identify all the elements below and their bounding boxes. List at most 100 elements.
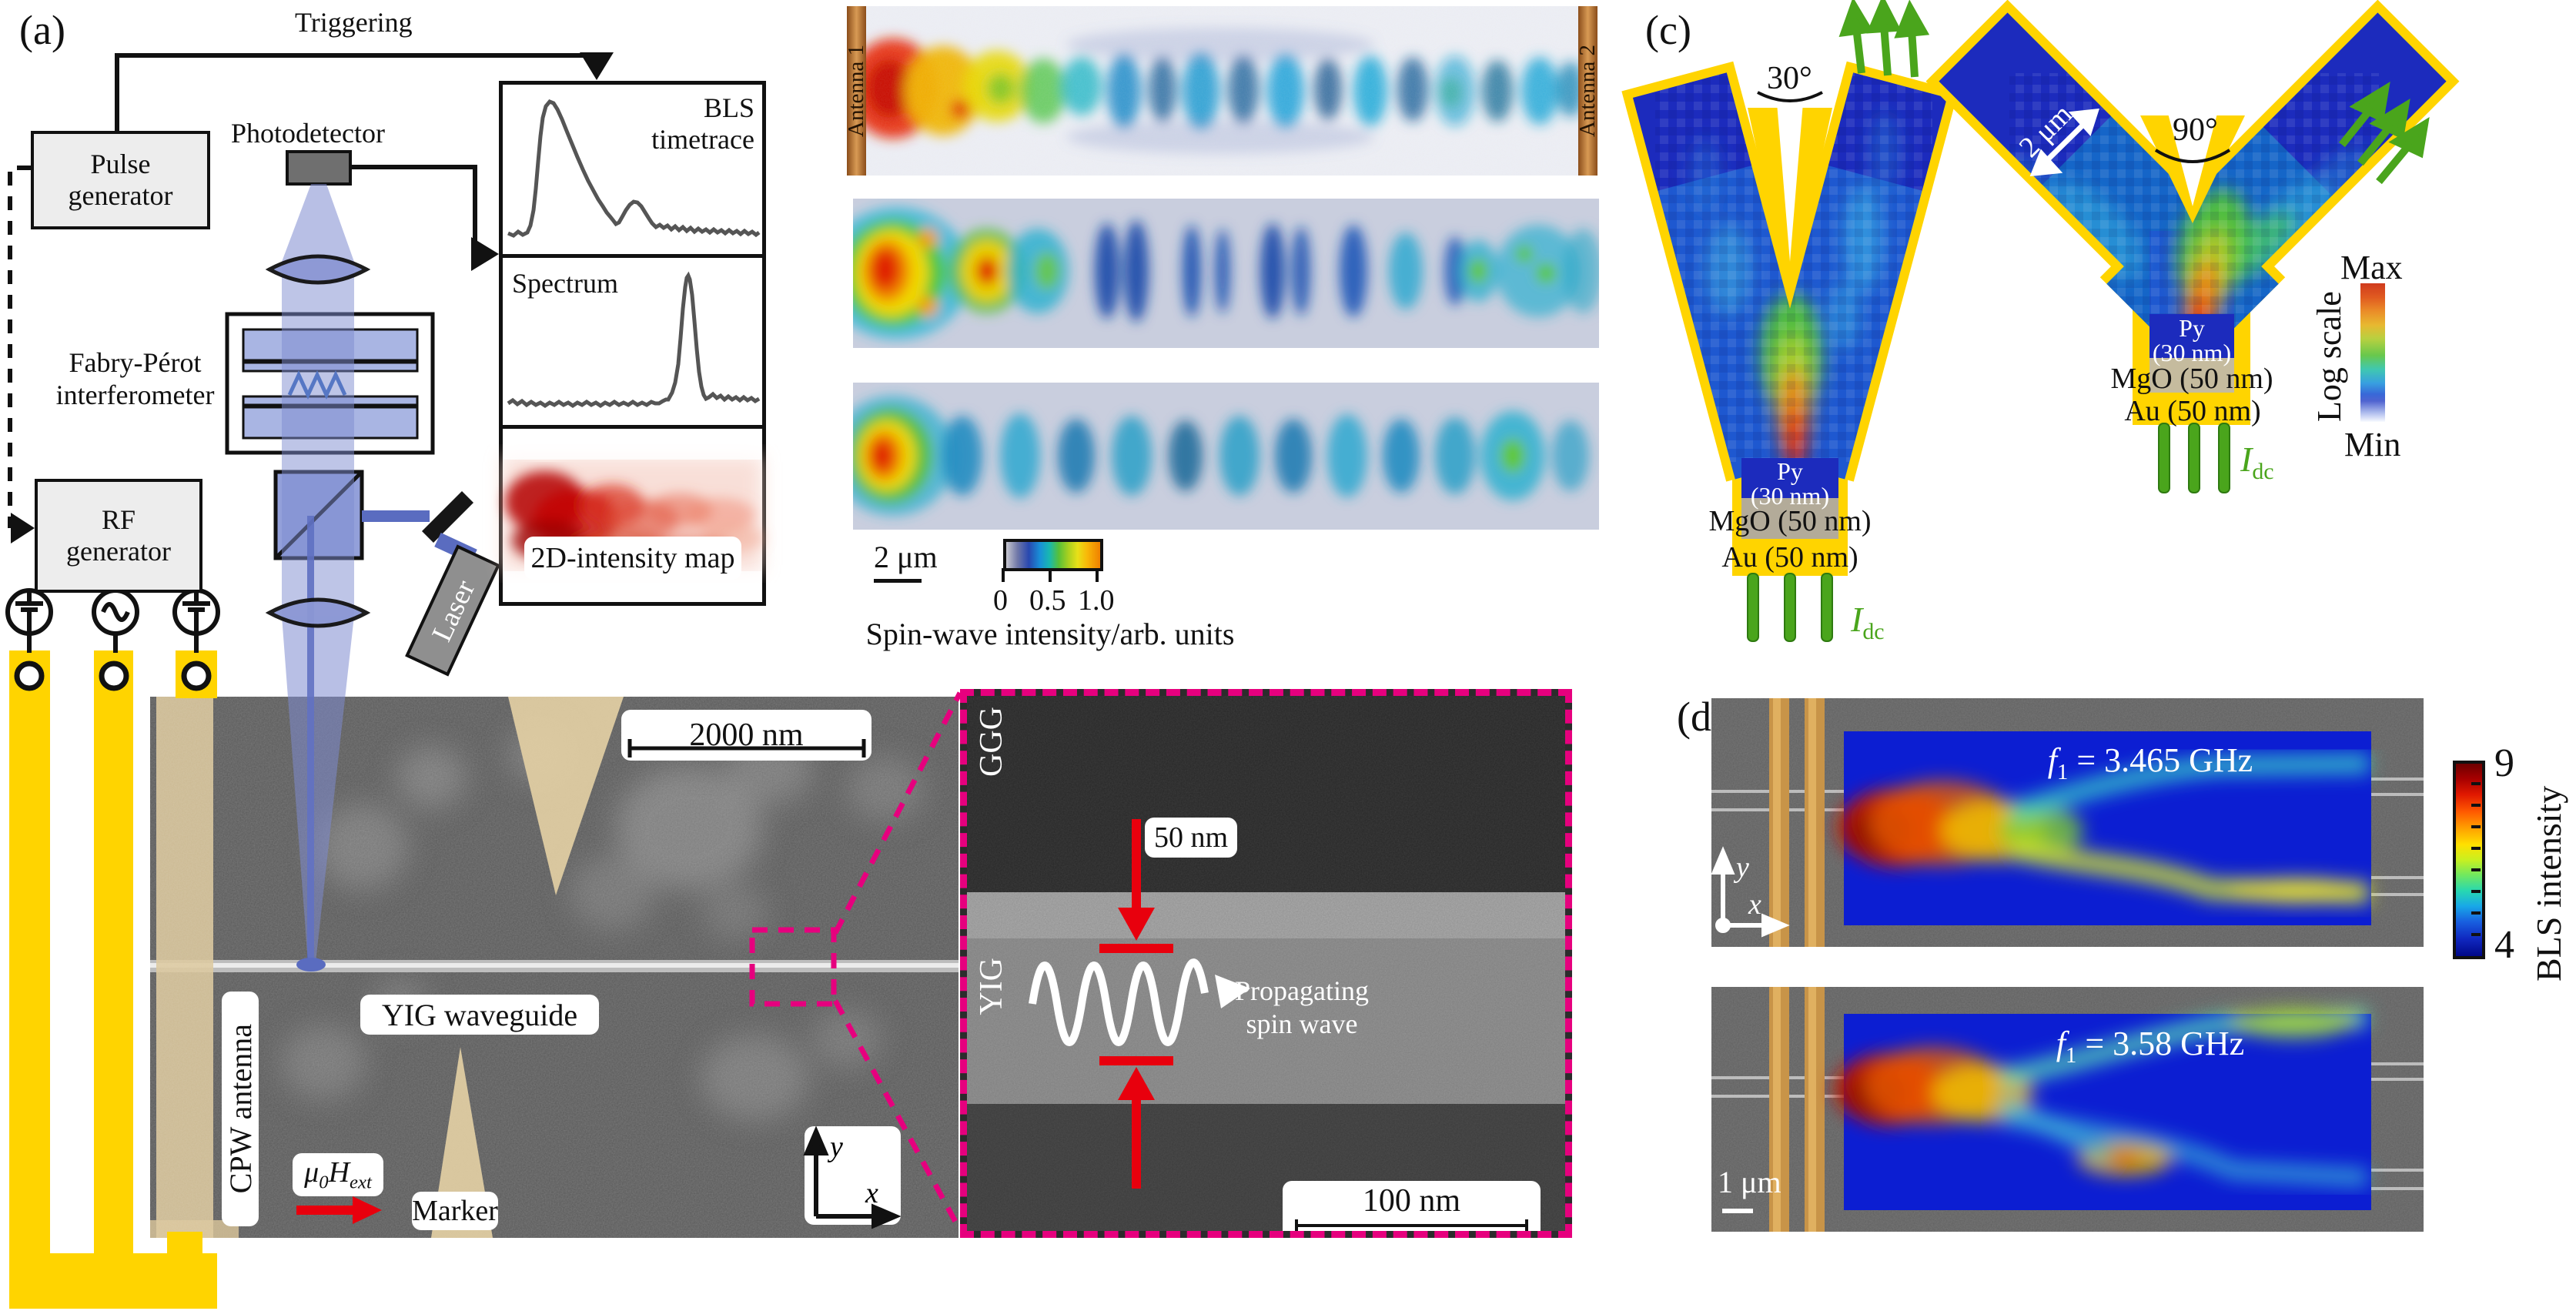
mgo-label-left: MgO (50 nm) xyxy=(1708,505,1872,537)
photodetector-label: Photodetector xyxy=(231,118,385,149)
sem-d-bottom: f1 = 3.58 GHz 1 μm xyxy=(1711,987,2424,1232)
yig-waveguide-box: YIG waveguide xyxy=(360,995,599,1035)
marker-box: Marker xyxy=(412,1192,498,1230)
py-label-left: Py (30 nm) xyxy=(1750,457,1830,510)
cpw-antenna-box: CPW antenna xyxy=(222,992,259,1226)
scalebar-2um-line xyxy=(874,579,922,583)
angle-90-label: 90° xyxy=(2173,112,2218,148)
yig-label: YIG xyxy=(974,958,1009,1015)
field-label-box: μ0Hext xyxy=(293,1153,383,1196)
tem-inset: GGG YIG 50 nm Propagating spin wave 100 … xyxy=(960,689,1572,1238)
idc-label-right: Idc xyxy=(2240,440,2274,485)
scalebar-1um-line xyxy=(1722,1209,1753,1213)
ground-icon xyxy=(5,588,220,636)
spinwave-map-sim1 xyxy=(853,199,1599,348)
idc-label-left: Idc xyxy=(1851,600,1885,645)
colorbar-b xyxy=(1003,539,1103,571)
triggering-label: Triggering xyxy=(295,7,413,38)
intensity-map-label: 2D-intensity map xyxy=(524,537,741,580)
panel-a-label: (a) xyxy=(19,7,65,53)
freq2-label: f1 = 3.58 GHz xyxy=(2056,1025,2245,1068)
tem-inset-texture xyxy=(967,696,1565,1231)
axis-y-label-d: y xyxy=(1733,851,1749,884)
sem-scalebar-box: 2000 nm xyxy=(621,710,871,761)
colorbar-c xyxy=(2360,283,2385,422)
colorbar-c-label: Log scale xyxy=(2310,291,2348,422)
axes-box-a xyxy=(805,1126,901,1225)
bls-timetrace-curve xyxy=(507,99,761,238)
spectrum-curve xyxy=(507,271,761,409)
arm-width-label: 2 μm xyxy=(2012,98,2079,164)
angle-arc-90 xyxy=(2154,149,2231,163)
antenna2-bar: Antenna 2 xyxy=(1575,6,1600,176)
scalebar-100nm-label: 100 nm xyxy=(1362,1183,1461,1219)
freq1-label: f1 = 3.465 GHz xyxy=(2047,741,2253,784)
ggg-label: GGG xyxy=(974,707,1009,777)
colorbar-b-caption: Spin-wave intensity/arb. units xyxy=(865,617,1235,651)
cpw-antenna-label: CPW antenna xyxy=(222,1024,258,1194)
lens-icon-top xyxy=(265,254,371,285)
fabry-perot-label: Fabry-Pérot interferometer xyxy=(55,347,215,410)
colorbar-d-bottom: 4 xyxy=(2494,923,2514,967)
output-arrows-90 xyxy=(2339,82,2430,185)
angle-30-label: 30° xyxy=(1767,61,1812,96)
pulse-generator-label: Pulse generator xyxy=(68,148,173,211)
axis-x-label-d: x xyxy=(1748,888,1761,921)
panel-c-label: (c) xyxy=(1645,7,1691,53)
spin-wave-icon xyxy=(1029,958,1209,1046)
pulse-generator-box: Pulse generator xyxy=(31,131,210,229)
spectrum-panel: Spectrum xyxy=(499,254,766,433)
scalebar-1um-label: 1 μm xyxy=(1718,1165,1781,1199)
au-label-right: Au (50 nm) xyxy=(2124,395,2261,427)
spinwave-map-experimental xyxy=(866,6,1578,176)
laser-label: Laser xyxy=(426,576,481,647)
scalebar-100nm-box: 100 nm xyxy=(1283,1181,1541,1231)
marker-label: Marker xyxy=(412,1195,498,1227)
marker-triangle-top xyxy=(508,697,624,895)
rf-generator-box: RF generator xyxy=(35,479,202,593)
mgo-label-right: MgO (50 nm) xyxy=(2110,363,2273,395)
fabry-perot-box xyxy=(225,312,435,455)
sem-scalebar-label: 2000 nm xyxy=(689,717,804,753)
colorbar-c-max: Max xyxy=(2340,249,2403,286)
photodetector-box xyxy=(286,150,352,186)
thickness-50nm-box: 50 nm xyxy=(1145,818,1237,858)
spin-wave-arrowhead xyxy=(1215,975,1250,1008)
yig-waveguide-label: YIG waveguide xyxy=(381,997,578,1032)
colorbar-b-tick-10: 1.0 xyxy=(1078,584,1115,617)
antenna2-label: Antenna 2 xyxy=(1575,45,1600,137)
spinwave-map-sim2 xyxy=(853,383,1599,530)
propagating-label: Propagating spin wave xyxy=(1235,975,1369,1040)
bls-overlay-2 xyxy=(1835,1008,2371,1210)
rf-generator-label: RF generator xyxy=(66,503,171,567)
thickness-50nm-label: 50 nm xyxy=(1153,821,1229,854)
colorbar-b-tick-0: 0 xyxy=(993,584,1008,617)
lens-icon-bottom xyxy=(265,597,371,628)
via-circles xyxy=(14,661,212,691)
bls-overlay-1 xyxy=(1838,731,2371,925)
beamsplitter-cube xyxy=(273,470,364,560)
laser-box: Laser xyxy=(405,544,500,677)
au-label-left: Au (50 nm) xyxy=(1721,541,1858,574)
ac-source-icon xyxy=(92,588,139,636)
sem-d-top: y x f1 = 3.465 GHz xyxy=(1711,698,2424,947)
spectrum-label: Spectrum xyxy=(512,268,618,299)
colorbar-d-top: 9 xyxy=(2494,741,2514,785)
mirror-icon xyxy=(422,491,473,543)
spring-icon xyxy=(287,370,347,400)
bls-timetrace-label: BLS timetrace xyxy=(651,92,754,156)
arrow-trigger xyxy=(580,52,614,80)
colorbar-b-tick-05: 0.5 xyxy=(1029,584,1066,617)
axes-d xyxy=(1711,846,1790,938)
bls-timetrace-panel: BLS timetrace xyxy=(499,81,766,262)
field-label: μ0Hext xyxy=(304,1156,372,1193)
marker-triangle-bottom xyxy=(431,1047,493,1238)
py-label-right: Py (30 nm) xyxy=(2152,314,2232,366)
colorbar-d-label: BLS intensity (log) xyxy=(2529,785,2576,982)
antenna1-label: Antenna 1 xyxy=(844,45,868,137)
scalebar-2um-label: 2 μm xyxy=(874,540,938,574)
arrow-spectrum xyxy=(471,237,499,271)
colorbar-d xyxy=(2453,761,2485,959)
output-arrows-30 xyxy=(1838,0,1930,78)
